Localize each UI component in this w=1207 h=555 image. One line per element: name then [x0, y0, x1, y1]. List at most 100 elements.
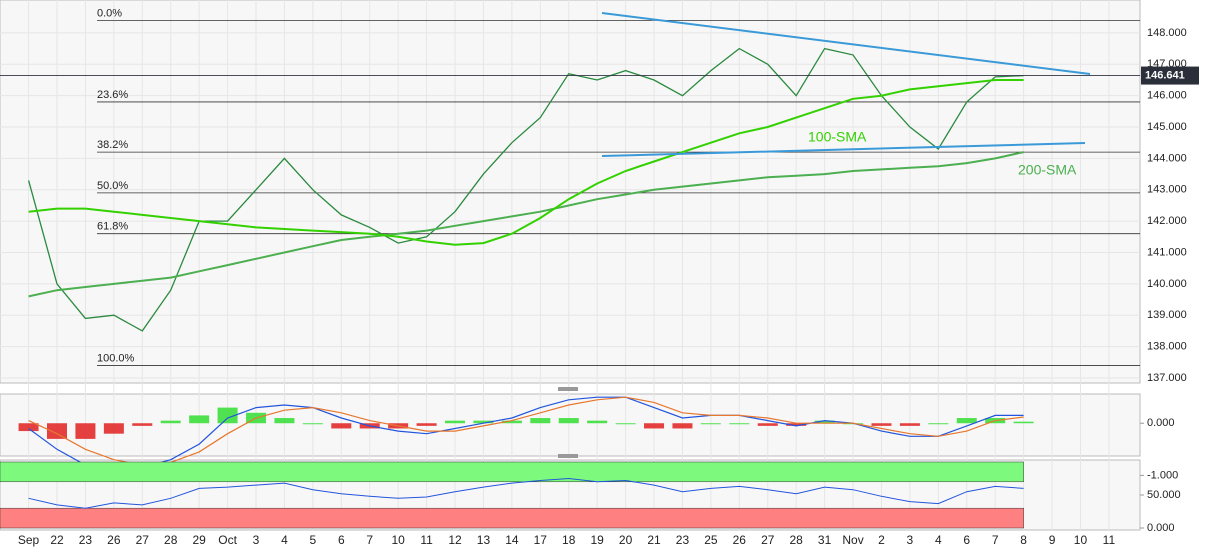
x-tick-label: Oct [218, 533, 237, 547]
x-tick-label: 12 [448, 533, 462, 547]
histogram-bar [558, 418, 579, 424]
histogram-bar [757, 423, 778, 426]
signal-line [28, 396, 1024, 466]
rsi-line [28, 477, 1024, 509]
fib-label: 100.0% [97, 352, 135, 364]
y-tick-label: 146.000 [1147, 90, 1187, 102]
histogram-bar [103, 423, 124, 434]
x-tick-label: 3 [907, 533, 914, 547]
sma-line [28, 151, 1024, 298]
panel-handle[interactable] [558, 387, 578, 391]
trend-line [601, 142, 1086, 157]
histogram-bar [75, 423, 96, 439]
histogram-bar [274, 418, 295, 424]
last-price-tag [1141, 66, 1199, 85]
x-tick-label: 18 [562, 533, 576, 547]
y-tick-label: 142.000 [1147, 215, 1187, 227]
histogram-bar [700, 423, 721, 425]
sma-line [28, 79, 1024, 246]
y-tick-label: 145.000 [1147, 121, 1187, 133]
histogram-bar [587, 420, 608, 424]
annotation: 200-SMA [1018, 162, 1077, 178]
histogram-bar [302, 423, 323, 425]
histogram-bar [445, 420, 466, 424]
x-tick-label: 6 [963, 533, 970, 547]
histogram-bar [160, 420, 181, 424]
y-tick-label: 139.000 [1147, 309, 1187, 321]
trend-line [601, 12, 1091, 75]
histogram-bar [871, 423, 892, 426]
x-tick-label: 23 [79, 533, 93, 547]
y-tick-label: 0.000 [1147, 417, 1175, 429]
x-tick-label: 19 [590, 533, 604, 547]
x-tick-label: 11 [1103, 533, 1116, 547]
price-line [27, 47, 1024, 332]
histogram-bar [473, 420, 494, 424]
panel-handle[interactable] [558, 454, 578, 458]
histogram-bar [786, 423, 807, 426]
fib-label: 38.2% [97, 139, 128, 151]
x-tick-label: 4 [935, 533, 942, 547]
last-price-label: 146.641 [1145, 69, 1185, 81]
histogram-bar [18, 423, 39, 432]
x-tick-label: 9 [1049, 533, 1056, 547]
fib-label: 50.0% [97, 180, 128, 192]
x-tick-label: Sep [18, 533, 40, 547]
y-tick-label: -1.000 [1147, 469, 1178, 481]
histogram-bar [729, 423, 750, 425]
x-tick-label: 27 [136, 533, 150, 547]
x-tick-label: 10 [391, 533, 405, 547]
x-tick-label: 28 [164, 533, 178, 547]
x-tick-label: 25 [704, 533, 718, 547]
histogram-bar [132, 423, 153, 426]
x-tick-label: 21 [647, 533, 661, 547]
x-tick-label: 14 [505, 533, 519, 547]
histogram-bar [189, 415, 210, 424]
fib-label: 61.8% [97, 221, 128, 233]
y-tick-label: 143.000 [1147, 184, 1187, 196]
x-tick-label: 2 [878, 533, 885, 547]
histogram-bar [217, 407, 238, 424]
y-tick-label: 148.000 [1147, 27, 1187, 39]
y-tick-label: 137.000 [1147, 372, 1187, 384]
y-tick-label: 50.000 [1147, 489, 1181, 501]
y-tick-label: 138.000 [1147, 341, 1187, 353]
histogram-bar [47, 423, 67, 439]
x-tick-label: 28 [790, 533, 804, 547]
y-tick-label: 140.000 [1147, 278, 1187, 290]
histogram-bar [501, 420, 522, 424]
x-tick-label: 7 [366, 533, 373, 547]
histogram-bar [644, 423, 665, 429]
x-tick-label: 11 [420, 533, 433, 547]
x-tick-label: 26 [107, 533, 121, 547]
x-tick-label: 8 [1020, 533, 1027, 547]
x-tick-label: 4 [281, 533, 288, 547]
x-tick-label: 17 [534, 533, 548, 547]
overbought-zone [0, 461, 1024, 483]
x-tick-label: 10 [1074, 533, 1088, 547]
x-tick-label: 20 [619, 533, 633, 547]
y-tick-label: 141.000 [1147, 246, 1187, 258]
x-tick-label: 7 [992, 533, 999, 547]
x-tick-label: 6 [338, 533, 345, 547]
histogram-bar [416, 423, 437, 426]
x-tick-label: 3 [253, 533, 260, 547]
x-tick-label: 26 [733, 533, 747, 547]
x-tick-label: 23 [676, 533, 690, 547]
x-tick-label: 5 [310, 533, 317, 547]
histogram-bar [331, 423, 352, 429]
histogram-bar [1013, 421, 1034, 424]
histogram-bar [899, 423, 920, 426]
oversold-zone [0, 507, 1024, 529]
fib-label: 23.6% [97, 89, 128, 101]
fib-label: 0.0% [97, 7, 122, 19]
y-tick-label: 144.000 [1147, 152, 1187, 164]
x-tick-label: 22 [50, 533, 64, 547]
y-tick-label: 0.000 [1147, 522, 1175, 534]
histogram-bar [928, 423, 949, 425]
histogram-bar [615, 423, 636, 425]
histogram-bar [672, 423, 693, 429]
x-tick-label: 27 [761, 533, 775, 547]
histogram-bar [956, 418, 977, 424]
